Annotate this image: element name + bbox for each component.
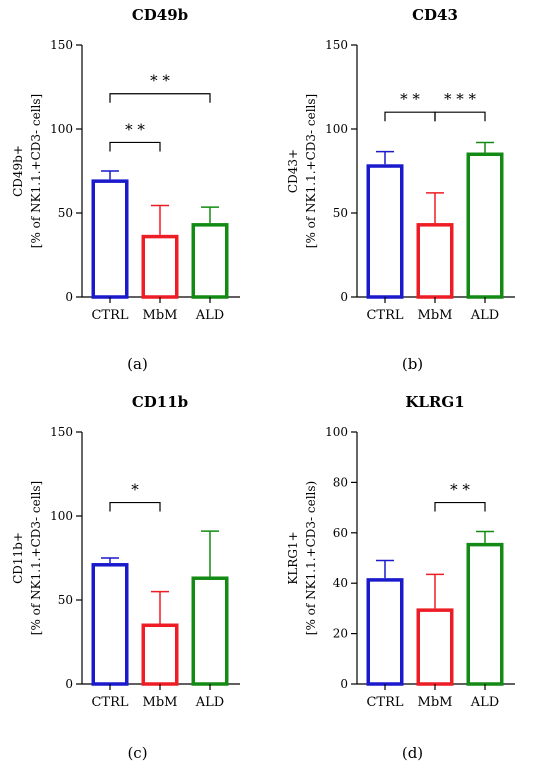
significance-bracket <box>384 111 436 122</box>
significance-bracket <box>434 501 486 512</box>
significance-label: * <box>131 481 139 499</box>
category-label: MbM <box>418 308 453 323</box>
category-label: CTRL <box>91 308 128 323</box>
significance-label: * * <box>450 481 470 499</box>
y-axis-label-unit: [% of NK1.1.+CD3- cells] <box>304 94 318 248</box>
y-tick-label: 0 <box>65 677 73 691</box>
significance-bracket <box>109 93 211 103</box>
y-axis-label: CD11b+ <box>11 532 25 584</box>
bar-ald <box>191 223 229 299</box>
y-tick-label: 60 <box>333 526 348 540</box>
category-label: CTRL <box>366 308 403 323</box>
y-axis-label-unit: [% of NK1.1.+CD3- cells] <box>29 94 43 248</box>
y-tick-label: 50 <box>58 206 73 220</box>
bar-mbm <box>416 223 454 299</box>
y-tick-label: 150 <box>50 425 73 439</box>
caption-d: (d) <box>401 744 424 762</box>
category-label: ALD <box>195 695 224 710</box>
significance-label: * * * <box>444 90 477 108</box>
y-axis-label: CD49b+ <box>11 145 25 197</box>
y-tick-label: 50 <box>333 206 348 220</box>
category-label: MbM <box>143 308 178 323</box>
y-tick-label: 0 <box>65 290 73 304</box>
y-tick-label: 100 <box>50 509 73 523</box>
caption-a: (a) <box>127 355 148 373</box>
chart-panel-c: CD11b CD11b+ [% of NK1.1.+CD3- cells] 0 50 10… <box>0 387 275 774</box>
category-label: ALD <box>470 695 499 710</box>
y-tick-label: 80 <box>333 475 348 489</box>
significance-label: * * <box>125 120 145 138</box>
y-tick-label: 20 <box>333 627 348 641</box>
bar-ald <box>191 576 229 686</box>
chart-title: KLRG1 <box>405 393 464 411</box>
y-tick-label: 150 <box>325 38 348 52</box>
category-label: MbM <box>143 695 178 710</box>
category-label: MbM <box>418 695 453 710</box>
category-label: CTRL <box>91 695 128 710</box>
y-axis-label-unit: [% of NK1.1.+CD3- cells) <box>304 481 318 635</box>
bar-mbm <box>141 623 179 686</box>
chart-svg-b: CD43 CD43+ [% of NK1.1.+CD3- cells] 0 50 100 1… <box>286 6 515 323</box>
y-axis-label: CD43+ <box>286 149 300 193</box>
y-tick-label: 150 <box>50 38 73 52</box>
chart-svg-a: CD49b CD49b+ [% of NK1.1.+CD3- cells] 0 50 10… <box>11 6 240 323</box>
caption-c: (c) <box>127 744 148 762</box>
category-label: ALD <box>195 308 224 323</box>
chart-panel-d: KLRG1 KLRG1+ [% of NK1.1.+CD3- cells) 0 20 40… <box>275 387 550 774</box>
category-label: ALD <box>470 308 499 323</box>
bar-ald <box>466 152 504 299</box>
chart-title: CD11b <box>132 393 188 411</box>
bar-ctrl <box>91 563 129 686</box>
significance-bracket <box>109 141 161 152</box>
y-tick-label: 100 <box>50 122 73 136</box>
bar-ctrl <box>366 164 404 299</box>
significance-label: * * <box>400 90 420 108</box>
chart-panel-b: CD43 CD43+ [% of NK1.1.+CD3- cells] 0 50 100 1… <box>275 0 550 387</box>
y-tick-label: 100 <box>325 122 348 136</box>
bar-mbm <box>416 608 454 686</box>
chart-title: CD49b <box>132 6 188 24</box>
bar-ctrl <box>366 578 404 686</box>
y-axis-label: KLRG1+ <box>286 531 300 584</box>
significance-bracket <box>434 111 486 122</box>
chart-svg-c: CD11b CD11b+ [% of NK1.1.+CD3- cells] 0 50 10… <box>11 393 240 710</box>
y-tick-label: 40 <box>333 576 348 590</box>
caption-b: (b) <box>401 355 424 373</box>
chart-svg-d: KLRG1 KLRG1+ [% of NK1.1.+CD3- cells) 0 20 40… <box>286 393 515 710</box>
chart-title: CD43 <box>412 6 458 24</box>
bar-ctrl <box>91 179 129 299</box>
significance-bracket <box>109 501 161 512</box>
bar-mbm <box>141 234 179 299</box>
chart-panel-a: CD49b CD49b+ [% of NK1.1.+CD3- cells] 0 50 10… <box>0 0 275 387</box>
y-tick-label: 100 <box>325 425 348 439</box>
y-axis-label-unit: [% of NK1.1.+CD3- cells] <box>29 481 43 635</box>
significance-label: * * <box>150 72 170 90</box>
y-tick-label: 50 <box>58 593 73 607</box>
y-tick-label: 0 <box>340 677 348 691</box>
bar-ald <box>466 542 504 686</box>
category-label: CTRL <box>366 695 403 710</box>
y-tick-label: 0 <box>340 290 348 304</box>
